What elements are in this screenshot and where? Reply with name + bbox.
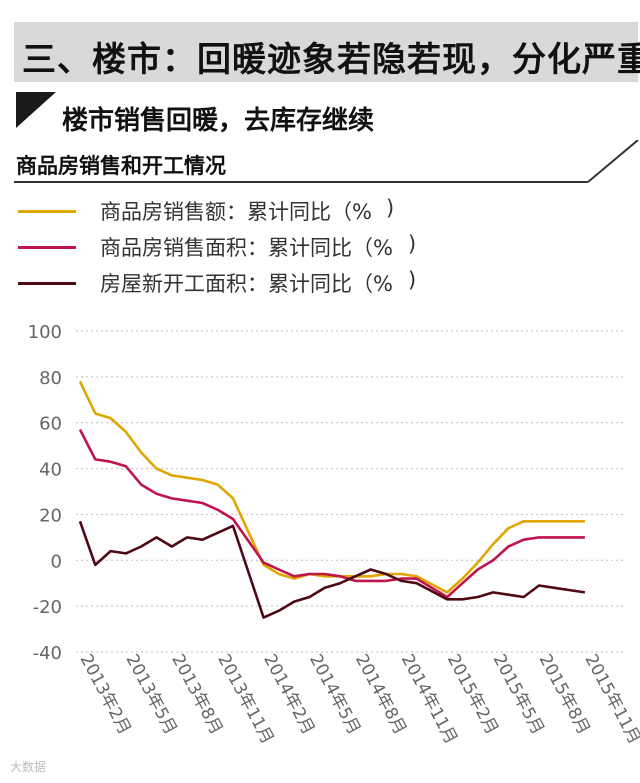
page-title: 三、楼市：回暖迹象若隐若现，分化严重 [22, 40, 640, 80]
section-divider [14, 140, 639, 183]
y-tick-label: 20 [39, 505, 62, 526]
y-tick-label: 80 [39, 368, 62, 389]
section-label: 商品房销售和开工情况 [16, 154, 226, 178]
legend-label-sales-value: 商品房销售额：累计同比（% [100, 200, 372, 224]
watermark: 大数据 [10, 760, 47, 774]
y-tick-label: 60 [39, 414, 62, 435]
legend-swatch-new-starts [18, 282, 76, 285]
x-axis-ticks: 2013年2月2013年5月2013年8月2013年11月2014年2月2014… [76, 651, 640, 748]
chart-series [78, 380, 586, 619]
legend-label-sales-area: 商品房销售面积：累计同比（% [100, 236, 393, 260]
y-axis-ticks: 100 80 60 40 20 0 -20 -40 [28, 322, 62, 664]
series-line-1 [78, 429, 585, 599]
y-tick-label: -20 [33, 597, 62, 618]
y-tick-label: 40 [39, 460, 62, 481]
legend-label-sales-value-suffix: ) [386, 196, 395, 220]
legend-label-new-starts: 房屋新开工面积：累计同比（% [100, 272, 393, 296]
x-tick-label: 2015年11月 [580, 651, 640, 748]
line-chart: 100 80 60 40 20 0 -20 -40 2013年2月2013年5月2013年8月… [28, 322, 640, 748]
series-line-2 [78, 520, 586, 619]
chart-gridlines [76, 330, 625, 653]
legend-label-sales-area-suffix: ) [408, 232, 417, 256]
subtitle-text: 楼市销售回暖，去库存继续 [62, 106, 375, 136]
y-tick-label: 100 [28, 322, 62, 343]
y-tick-label: 0 [51, 551, 62, 572]
legend-swatch-sales-value [18, 210, 76, 213]
legend-label-new-starts-suffix: ) [408, 268, 417, 292]
header-bar [14, 22, 638, 82]
y-tick-label: -40 [33, 643, 62, 664]
legend-swatch-sales-area [18, 246, 76, 249]
corner-triangle-icon [16, 92, 56, 128]
